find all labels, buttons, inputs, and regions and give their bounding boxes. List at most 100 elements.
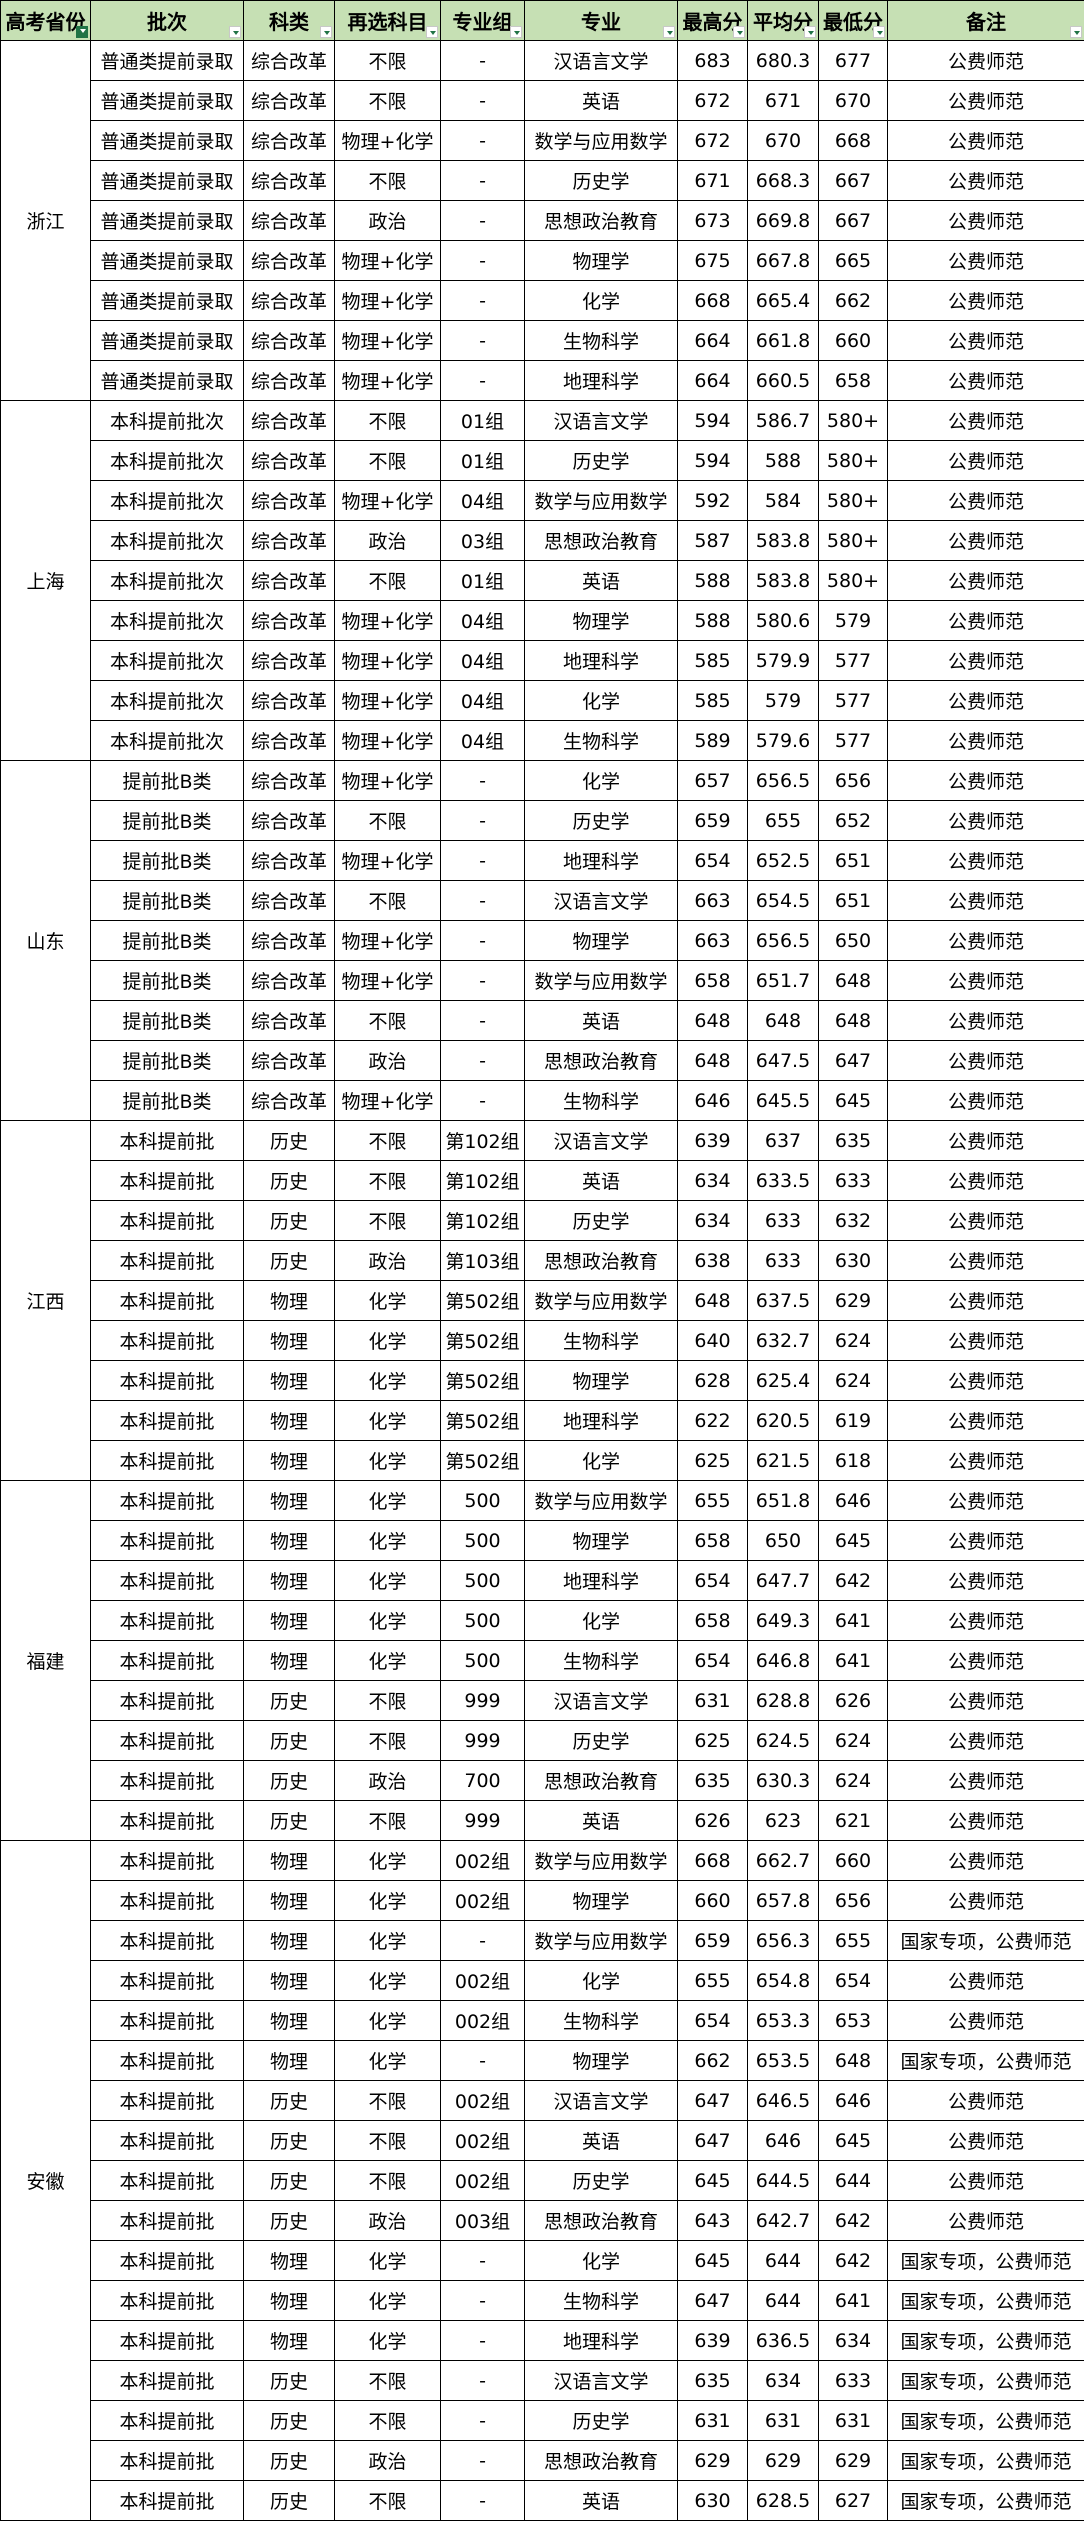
category-cell[interactable]: 历史 <box>243 2360 335 2401</box>
avg-score-cell[interactable]: 652.5 <box>747 840 819 881</box>
elective-cell[interactable]: 化学 <box>334 2240 441 2281</box>
avg-score-cell[interactable]: 634 <box>747 2360 819 2401</box>
min-score-cell[interactable]: 646 <box>818 2080 888 2121</box>
remark-cell[interactable]: 公费师范 <box>887 2080 1084 2121</box>
batch-cell[interactable]: 本科提前批 <box>90 1320 244 1361</box>
min-score-cell[interactable]: 633 <box>818 2360 888 2401</box>
max-score-cell[interactable]: 588 <box>677 600 748 641</box>
max-score-cell[interactable]: 588 <box>677 560 748 601</box>
elective-cell[interactable]: 不限 <box>334 800 441 841</box>
major-cell[interactable]: 数学与应用数学 <box>524 1280 678 1321</box>
major-group-cell[interactable]: - <box>440 2400 525 2441</box>
major-cell[interactable]: 历史学 <box>524 2160 678 2201</box>
avg-score-cell[interactable]: 648 <box>747 1000 819 1041</box>
batch-cell[interactable]: 普通类提前录取 <box>90 200 244 241</box>
min-score-cell[interactable]: 656 <box>818 1880 888 1921</box>
max-score-cell[interactable]: 655 <box>677 1480 748 1521</box>
batch-cell[interactable]: 本科提前批次 <box>90 400 244 441</box>
avg-score-cell[interactable]: 628.8 <box>747 1680 819 1721</box>
min-score-cell[interactable]: 656 <box>818 760 888 801</box>
elective-cell[interactable]: 物理+化学 <box>334 1080 441 1121</box>
elective-cell[interactable]: 物理+化学 <box>334 680 441 721</box>
max-score-cell[interactable]: 675 <box>677 240 748 281</box>
batch-cell[interactable]: 本科提前批 <box>90 1240 244 1281</box>
max-score-cell[interactable]: 683 <box>677 40 748 81</box>
category-cell[interactable]: 综合改革 <box>243 120 335 161</box>
remark-cell[interactable]: 公费师范 <box>887 2200 1084 2241</box>
category-cell[interactable]: 历史 <box>243 2400 335 2441</box>
batch-cell[interactable]: 本科提前批 <box>90 1440 244 1481</box>
major-group-cell[interactable]: - <box>440 320 525 361</box>
max-score-cell[interactable]: 663 <box>677 880 748 921</box>
province-cell[interactable]: 安徽 <box>0 1840 91 2521</box>
min-score-cell[interactable]: 629 <box>818 2440 888 2481</box>
avg-score-cell[interactable]: 633 <box>747 1200 819 1241</box>
remark-cell[interactable]: 公费师范 <box>887 200 1084 241</box>
min-score-cell[interactable]: 641 <box>818 2280 888 2321</box>
remark-cell[interactable]: 公费师范 <box>887 640 1084 681</box>
avg-score-cell[interactable]: 644 <box>747 2280 819 2321</box>
avg-score-cell[interactable]: 665.4 <box>747 280 819 321</box>
batch-cell[interactable]: 本科提前批次 <box>90 680 244 721</box>
min-score-cell[interactable]: 645 <box>818 1520 888 1561</box>
province-cell[interactable]: 福建 <box>0 1480 91 1841</box>
major-group-cell[interactable]: - <box>440 2240 525 2281</box>
batch-cell[interactable]: 提前批B类 <box>90 920 244 961</box>
elective-cell[interactable]: 化学 <box>334 1480 441 1521</box>
max-score-cell[interactable]: 662 <box>677 2040 748 2081</box>
min-score-cell[interactable]: 665 <box>818 240 888 281</box>
elective-cell[interactable]: 政治 <box>334 2440 441 2481</box>
min-score-cell[interactable]: 626 <box>818 1680 888 1721</box>
batch-cell[interactable]: 本科提前批 <box>90 2080 244 2121</box>
batch-cell[interactable]: 本科提前批 <box>90 1120 244 1161</box>
remark-cell[interactable]: 公费师范 <box>887 1160 1084 1201</box>
batch-cell[interactable]: 普通类提前录取 <box>90 40 244 81</box>
batch-cell[interactable]: 本科提前批次 <box>90 480 244 521</box>
min-score-cell[interactable]: 577 <box>818 720 888 761</box>
major-cell[interactable]: 汉语言文学 <box>524 2360 678 2401</box>
remark-cell[interactable]: 公费师范 <box>887 720 1084 761</box>
batch-cell[interactable]: 普通类提前录取 <box>90 360 244 401</box>
remark-cell[interactable]: 公费师范 <box>887 1520 1084 1561</box>
remark-cell[interactable]: 公费师范 <box>887 1200 1084 1241</box>
province-cell[interactable]: 江西 <box>0 1120 91 1481</box>
max-score-cell[interactable]: 622 <box>677 1400 748 1441</box>
avg-score-cell[interactable]: 654.8 <box>747 1960 819 2001</box>
min-score-cell[interactable]: 660 <box>818 1840 888 1881</box>
remark-cell[interactable]: 公费师范 <box>887 360 1084 401</box>
province-cell[interactable]: 山东 <box>0 760 91 1121</box>
major-cell[interactable]: 数学与应用数学 <box>524 1480 678 1521</box>
major-cell[interactable]: 地理科学 <box>524 840 678 881</box>
min-score-cell[interactable]: 619 <box>818 1400 888 1441</box>
remark-cell[interactable]: 公费师范 <box>887 560 1084 601</box>
major-group-cell[interactable]: 500 <box>440 1560 525 1601</box>
min-score-cell[interactable]: 624 <box>818 1320 888 1361</box>
major-cell[interactable]: 英语 <box>524 560 678 601</box>
avg-score-cell[interactable]: 656.5 <box>747 920 819 961</box>
category-cell[interactable]: 历史 <box>243 2120 335 2161</box>
category-cell[interactable]: 历史 <box>243 2200 335 2241</box>
avg-score-cell[interactable]: 657.8 <box>747 1880 819 1921</box>
category-cell[interactable]: 历史 <box>243 1240 335 1281</box>
batch-cell[interactable]: 普通类提前录取 <box>90 120 244 161</box>
elective-cell[interactable]: 化学 <box>334 1960 441 2001</box>
major-cell[interactable]: 历史学 <box>524 800 678 841</box>
remark-cell[interactable]: 公费师范 <box>887 160 1084 201</box>
remark-cell[interactable]: 公费师范 <box>887 1400 1084 1441</box>
major-cell[interactable]: 化学 <box>524 280 678 321</box>
avg-score-cell[interactable]: 647.5 <box>747 1040 819 1081</box>
max-score-cell[interactable]: 631 <box>677 2400 748 2441</box>
major-group-cell[interactable]: - <box>440 960 525 1001</box>
major-group-cell[interactable]: - <box>440 760 525 801</box>
elective-cell[interactable]: 化学 <box>334 1920 441 1961</box>
major-cell[interactable]: 生物科学 <box>524 720 678 761</box>
category-cell[interactable]: 综合改革 <box>243 40 335 81</box>
category-cell[interactable]: 历史 <box>243 1120 335 1161</box>
remark-cell[interactable]: 公费师范 <box>887 1760 1084 1801</box>
batch-cell[interactable]: 本科提前批 <box>90 1640 244 1681</box>
major-group-cell[interactable]: - <box>440 160 525 201</box>
min-score-cell[interactable]: 658 <box>818 360 888 401</box>
major-cell[interactable]: 化学 <box>524 1600 678 1641</box>
avg-score-cell[interactable]: 580.6 <box>747 600 819 641</box>
min-score-cell[interactable]: 580+ <box>818 520 888 561</box>
